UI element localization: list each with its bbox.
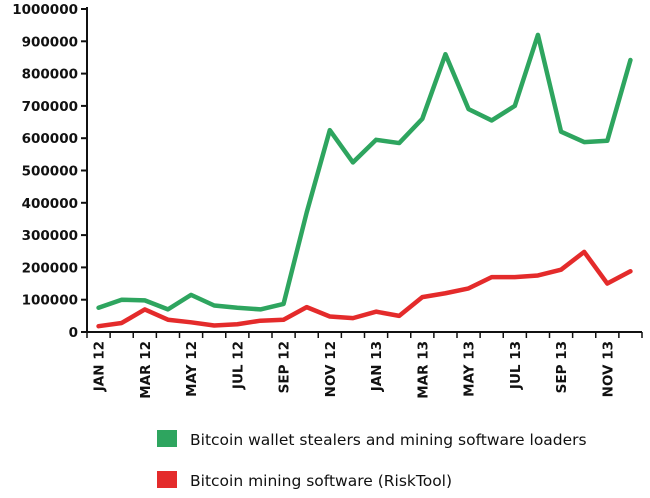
legend-label-wallet-stealers: Bitcoin wallet stealers and mining softw… bbox=[190, 431, 587, 449]
y-tick-label: 100000 bbox=[22, 293, 78, 309]
y-axis: 0 100000 200000 300000 400000 500000 600000 700… bbox=[12, 2, 88, 341]
y-tick-label: 500000 bbox=[22, 164, 78, 180]
y-tick-label: 300000 bbox=[22, 228, 78, 244]
y-tick-label: 600000 bbox=[22, 131, 78, 147]
legend: Bitcoin wallet stealers and mining softw… bbox=[157, 430, 587, 490]
x-tick-label: MAY 13 bbox=[462, 341, 478, 397]
y-tick-label: 1000000 bbox=[12, 2, 78, 18]
x-tick-label: MAR 12 bbox=[138, 341, 154, 399]
x-tick-label: MAY 12 bbox=[184, 341, 200, 397]
x-tick-label: JAN 13 bbox=[369, 341, 385, 392]
legend-swatch-risktool bbox=[157, 471, 177, 488]
x-tick-label: JAN 12 bbox=[92, 341, 108, 392]
x-tick-label: SEP 13 bbox=[554, 341, 570, 393]
x-tick-label: JUL 12 bbox=[230, 341, 246, 390]
y-tick-label: 700000 bbox=[22, 99, 78, 115]
x-axis: JAN 12 MAR 12 MAY 12 JUL 12 SEP 12 NOV 12 JAN … bbox=[86, 331, 643, 399]
x-tick-label: NOV 12 bbox=[323, 341, 339, 397]
legend-label-risktool: Bitcoin mining software (RiskTool) bbox=[190, 472, 452, 490]
series-line-wallet-stealers bbox=[96, 32, 633, 312]
series-lines bbox=[96, 32, 633, 329]
y-tick-label: 900000 bbox=[22, 34, 78, 50]
x-tick-label: JUL 13 bbox=[508, 341, 524, 390]
y-tick-label: 0 bbox=[69, 325, 78, 341]
legend-swatch-wallet-stealers bbox=[157, 430, 177, 447]
y-tick-label: 200000 bbox=[22, 260, 78, 276]
y-tick-label: 800000 bbox=[22, 67, 78, 83]
series-line-risktool bbox=[96, 249, 633, 329]
x-tick-label: NOV 13 bbox=[600, 341, 616, 397]
y-tick-label: 400000 bbox=[22, 196, 78, 212]
x-tick-label: SEP 12 bbox=[277, 341, 293, 393]
x-tick-label: MAR 13 bbox=[415, 341, 431, 399]
